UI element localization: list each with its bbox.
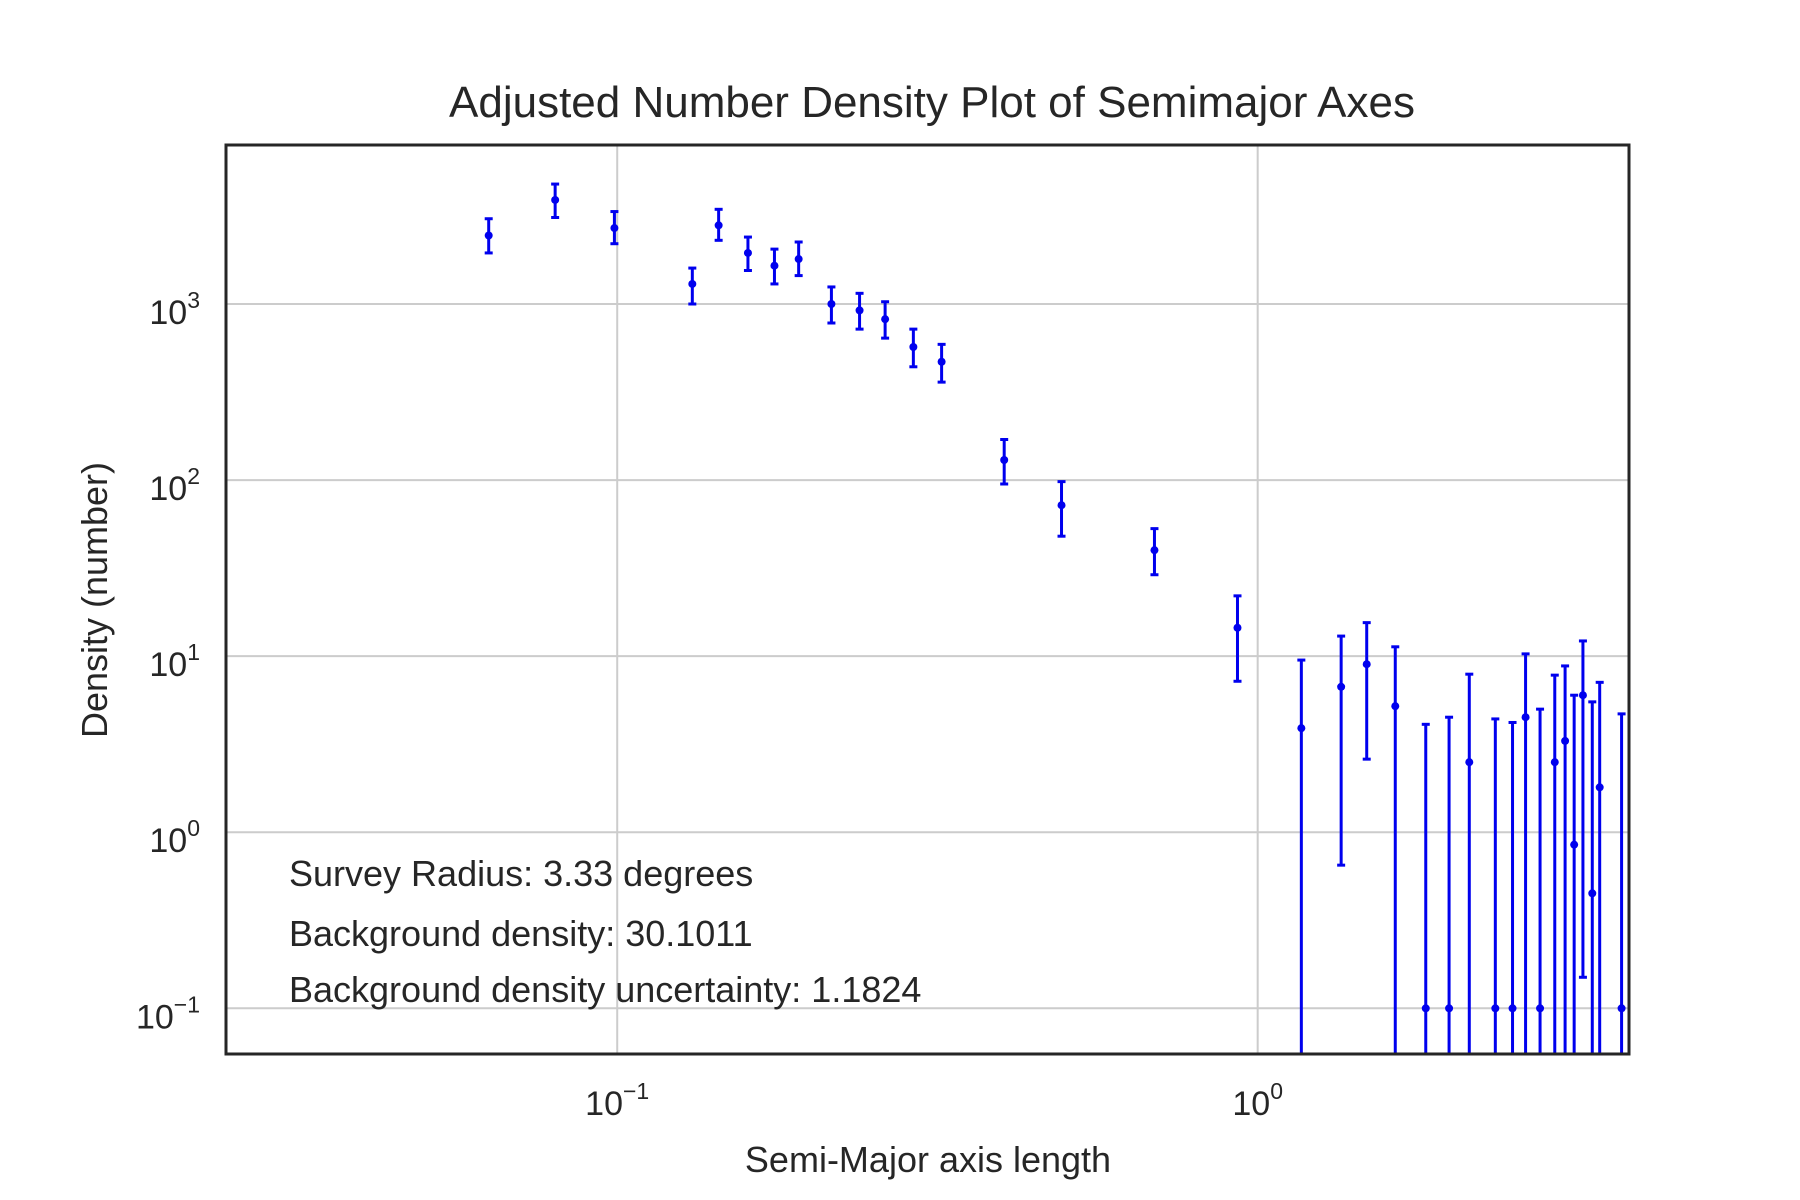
- x-tick-label: 100: [1232, 1078, 1283, 1123]
- data-point: [1561, 664, 1570, 1054]
- data-point: [484, 217, 493, 255]
- data-point: [1297, 658, 1306, 1054]
- data-point: [1491, 717, 1500, 1054]
- data-point: [1465, 672, 1474, 1054]
- data-point: [1150, 527, 1159, 577]
- point-marker: [1595, 783, 1604, 792]
- data-point: [1000, 438, 1009, 486]
- plot-frame: [224, 143, 1631, 1056]
- data-point: [551, 182, 560, 219]
- data-point: [1233, 594, 1242, 683]
- point-marker: [610, 224, 619, 233]
- y-tick-label: 10−1: [136, 991, 200, 1036]
- point-marker: [827, 300, 836, 309]
- data-point: [743, 235, 752, 272]
- point-marker: [794, 255, 803, 264]
- point-marker: [743, 248, 752, 257]
- data-point: [794, 240, 803, 278]
- data-point: [1570, 693, 1579, 1054]
- x-tick-label: 10−1: [585, 1078, 649, 1123]
- data-point: [827, 285, 836, 325]
- chart-title: Adjusted Number Density Plot of Semimajo…: [449, 78, 1415, 127]
- point-marker: [1491, 1004, 1500, 1013]
- point-marker: [688, 279, 697, 288]
- annotation-text: Background density: 30.1011: [289, 913, 753, 954]
- point-marker: [1445, 1004, 1454, 1013]
- point-marker: [1000, 456, 1009, 465]
- data-points: [484, 182, 1626, 1054]
- data-point: [1421, 722, 1430, 1054]
- data-point: [770, 247, 779, 286]
- point-marker: [1550, 758, 1559, 767]
- point-marker: [770, 261, 779, 270]
- data-point: [1508, 720, 1517, 1054]
- point-marker: [855, 306, 864, 315]
- point-marker: [909, 342, 918, 351]
- point-marker: [1150, 546, 1159, 555]
- point-marker: [1588, 889, 1597, 898]
- data-point: [1337, 634, 1346, 867]
- annotation-block: Survey Radius: 3.33 degrees Background de…: [289, 853, 921, 1010]
- data-point: [1445, 715, 1454, 1054]
- y-tick-label: 102: [149, 463, 200, 508]
- grid-lines: [226, 145, 1629, 1054]
- point-marker: [1233, 623, 1242, 632]
- y-axis-label: Density (number): [74, 462, 115, 738]
- point-marker: [1561, 736, 1570, 745]
- x-axis-label: Semi-Major axis length: [745, 1139, 1111, 1180]
- data-point: [1536, 707, 1545, 1054]
- point-marker: [937, 357, 946, 366]
- data-point: [714, 207, 723, 242]
- point-marker: [1578, 691, 1587, 700]
- point-marker: [714, 221, 723, 230]
- data-point: [1578, 639, 1587, 979]
- data-point: [1521, 652, 1530, 1054]
- y-tick-label: 103: [149, 287, 200, 332]
- data-point: [1595, 680, 1604, 1054]
- point-marker: [1617, 1004, 1626, 1013]
- point-marker: [551, 195, 560, 204]
- data-point: [1391, 645, 1400, 1054]
- data-point: [610, 210, 619, 246]
- point-marker: [1570, 840, 1579, 849]
- point-marker: [1536, 1004, 1545, 1013]
- point-marker: [1391, 702, 1400, 711]
- point-marker: [1421, 1004, 1430, 1013]
- y-tick-label: 100: [149, 815, 200, 860]
- data-point: [909, 327, 918, 369]
- data-point: [1588, 700, 1597, 1054]
- data-point: [688, 266, 697, 306]
- y-tick-label: 101: [149, 639, 200, 684]
- point-marker: [1521, 713, 1530, 722]
- point-marker: [1337, 682, 1346, 691]
- point-marker: [1508, 1004, 1517, 1013]
- data-point: [855, 291, 864, 331]
- point-marker: [881, 315, 890, 324]
- annotation-text: Background density uncertainty: 1.1824: [289, 969, 921, 1010]
- data-point: [1550, 673, 1559, 1054]
- annotation-text: Survey Radius: 3.33 degrees: [289, 853, 753, 894]
- point-marker: [1362, 660, 1371, 669]
- data-point: [1057, 480, 1066, 538]
- point-marker: [1465, 758, 1474, 767]
- point-marker: [1297, 724, 1306, 733]
- y-tick-labels: 10−1 100 101 102 103: [136, 287, 200, 1036]
- data-point: [937, 342, 946, 384]
- point-marker: [1057, 501, 1066, 510]
- x-tick-labels: 10−1 100: [585, 1078, 1283, 1123]
- data-point: [1362, 621, 1371, 761]
- data-point: [881, 300, 890, 340]
- data-point: [1617, 712, 1626, 1054]
- point-marker: [484, 231, 493, 240]
